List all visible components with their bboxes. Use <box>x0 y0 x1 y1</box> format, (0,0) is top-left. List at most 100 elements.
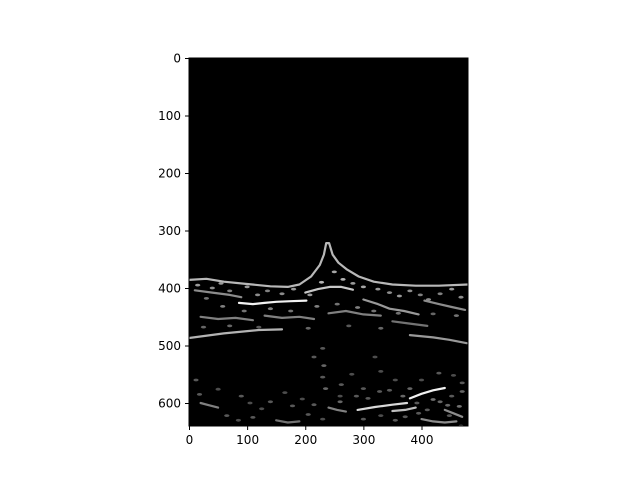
edge-segment <box>408 334 468 345</box>
edge-blob <box>458 295 464 299</box>
edge-blob <box>430 398 436 401</box>
edge-blob <box>365 397 371 400</box>
edge-blob <box>424 408 430 412</box>
edge-segment <box>189 328 284 340</box>
x-axis: 0 100 200 300 400 <box>186 426 434 447</box>
edge-segment <box>420 418 458 424</box>
x-tick-label: 0 <box>186 433 194 447</box>
edge-blob <box>449 394 455 398</box>
edge-segment <box>275 419 301 424</box>
y-tick-label: 0 <box>173 52 181 66</box>
edge-segment <box>237 299 308 306</box>
edge-blob <box>346 324 352 328</box>
edge-blob <box>224 414 230 417</box>
edge-blob <box>291 287 297 291</box>
image-plot-area <box>189 58 468 426</box>
x-tick-label: 300 <box>352 433 375 447</box>
edge-blob <box>392 378 398 382</box>
edge-blob <box>235 418 241 422</box>
edge-blob <box>320 347 326 350</box>
edge-blob <box>372 355 378 359</box>
edge-blob <box>337 400 343 404</box>
edge-blob <box>453 314 459 317</box>
x-tick-label: 400 <box>411 433 434 447</box>
edge-blob <box>247 401 253 405</box>
edge-blob <box>375 287 381 291</box>
y-tick-label: 100 <box>158 109 181 123</box>
edge-blob <box>238 394 244 398</box>
edge-blob <box>337 394 343 398</box>
edge-blob <box>459 381 465 385</box>
edge-blob <box>378 414 384 417</box>
edge-blob <box>250 416 256 419</box>
edge-segment <box>199 401 220 409</box>
edge-blob <box>349 372 355 376</box>
edge-blob <box>386 388 393 392</box>
edge-blob <box>255 293 261 297</box>
edge-blob <box>414 401 420 405</box>
edge-blob <box>264 289 271 293</box>
edge-blob <box>227 289 233 293</box>
edge-blob <box>323 387 329 390</box>
edge-blob <box>386 291 393 294</box>
edge-blob <box>378 326 384 330</box>
edge-blob <box>321 364 327 367</box>
edge-blob <box>196 393 203 396</box>
edge-blob <box>220 305 226 308</box>
edge-blob <box>195 283 201 287</box>
edge-blob <box>209 286 215 290</box>
y-tick-label: 200 <box>158 167 181 181</box>
y-tick-label: 600 <box>158 397 181 411</box>
edge-blob <box>396 294 402 298</box>
edge-blob <box>377 390 383 393</box>
edge-segment <box>362 298 420 316</box>
y-axis: 0 100 200 300 400 500 600 <box>158 52 189 411</box>
edge-blob <box>320 417 326 421</box>
edge-segment <box>189 242 468 288</box>
edge-blob <box>218 282 224 285</box>
edge-blob <box>437 400 443 404</box>
edge-segment <box>263 314 316 321</box>
edge-blob <box>203 297 209 300</box>
edge-blob <box>305 326 311 330</box>
edge-blob <box>314 305 320 308</box>
edge-segment <box>327 406 347 413</box>
edge-blob <box>395 311 401 315</box>
edge-blob <box>215 387 221 391</box>
edge-segment <box>391 320 429 327</box>
axes-frame <box>188 57 469 427</box>
edge-blob <box>392 418 398 422</box>
edge-blob <box>279 292 285 296</box>
edge-blob <box>244 285 250 289</box>
edge-blob <box>320 375 326 379</box>
edge-blob <box>267 400 273 404</box>
edge-segment <box>356 401 409 411</box>
edge-blob <box>425 298 432 301</box>
edge-blob <box>445 403 451 407</box>
edge-blob <box>360 417 366 421</box>
edge-blob <box>267 307 273 311</box>
edge-blob <box>193 378 199 382</box>
edge-blob <box>227 324 233 328</box>
edge-blob <box>338 383 344 386</box>
edge-blob <box>402 415 408 419</box>
edge-blob <box>436 371 442 375</box>
edge-blob <box>449 287 455 291</box>
edge-blob <box>407 387 413 390</box>
edge-map <box>189 242 468 426</box>
edge-blob <box>299 397 305 401</box>
edge-blob <box>311 355 317 359</box>
edge-segment <box>199 315 254 322</box>
edge-blob <box>288 309 294 313</box>
edge-segment <box>408 386 446 400</box>
edge-blob <box>437 292 443 296</box>
edge-blob <box>340 278 346 281</box>
edge-segment <box>304 285 354 294</box>
edge-blob <box>416 411 422 415</box>
edge-blob <box>459 390 465 393</box>
edge-blob <box>450 374 457 377</box>
x-tick-label: 200 <box>294 433 317 447</box>
edge-blob <box>400 394 406 398</box>
edge-blob <box>259 407 265 411</box>
edge-blob <box>418 378 425 382</box>
